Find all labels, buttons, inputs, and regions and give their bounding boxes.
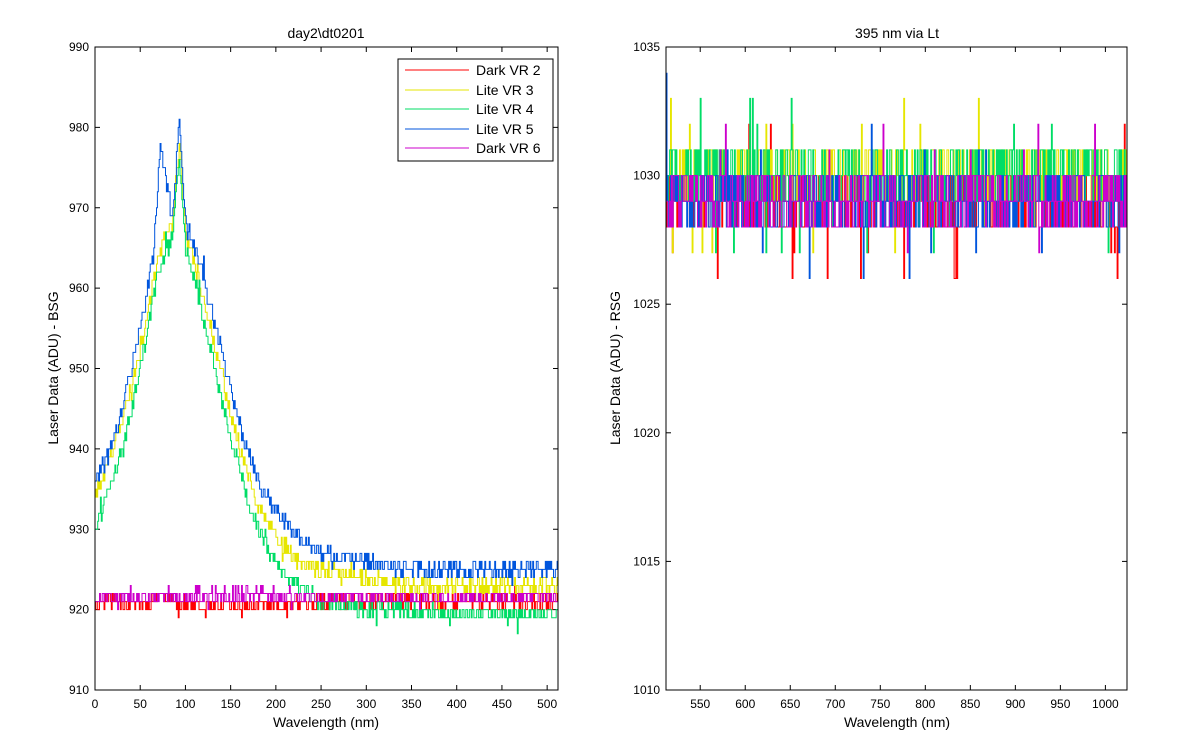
y-tick-label: 990 bbox=[69, 40, 89, 54]
chart-left-xlabel: Wavelength (nm) bbox=[273, 714, 379, 730]
y-tick-label: 1025 bbox=[633, 297, 660, 311]
series-line-lite-vr-5 bbox=[95, 118, 558, 586]
x-tick-label: 400 bbox=[447, 697, 467, 711]
legend-box bbox=[397, 58, 554, 162]
x-tick-label: 50 bbox=[134, 697, 148, 711]
x-tick-label: 950 bbox=[1050, 697, 1070, 711]
chart-left-legend: Dark VR 2 Lite VR 3 Lite VR 4 Lite VR 5 … bbox=[397, 58, 554, 162]
x-tick-label: 750 bbox=[870, 697, 890, 711]
legend-label-dark-vr-6: Dark VR 6 bbox=[476, 140, 541, 156]
x-tick-label: 700 bbox=[825, 697, 845, 711]
legend-label-lite-vr-4: Lite VR 4 bbox=[476, 101, 534, 117]
y-tick-label: 1010 bbox=[633, 683, 660, 697]
x-tick-label: 300 bbox=[356, 697, 376, 711]
series-line-dark-vr-6 bbox=[666, 123, 1127, 254]
x-tick-label: 600 bbox=[735, 697, 755, 711]
y-tick-label: 1035 bbox=[633, 40, 660, 54]
y-tick-label: 960 bbox=[69, 281, 89, 295]
y-tick-label: 910 bbox=[69, 683, 89, 697]
series-line-lite-vr-4 bbox=[95, 159, 558, 635]
x-tick-label: 850 bbox=[960, 697, 980, 711]
chart-left: day2\dt0201 Wavelength (nm) Laser Data (… bbox=[45, 25, 559, 730]
chart-right-plot bbox=[666, 72, 1127, 279]
x-tick-label: 100 bbox=[175, 697, 195, 711]
y-tick-label: 970 bbox=[69, 201, 89, 215]
x-tick-label: 900 bbox=[1005, 697, 1025, 711]
y-tick-label: 1020 bbox=[633, 426, 660, 440]
x-tick-label: 550 bbox=[690, 697, 710, 711]
chart-right-title: 395 nm via Lt bbox=[855, 25, 939, 41]
y-tick-label: 930 bbox=[69, 522, 89, 536]
chart-right-xlabel: Wavelength (nm) bbox=[844, 714, 950, 730]
legend-label-dark-vr-2: Dark VR 2 bbox=[476, 62, 541, 78]
y-tick-label: 1030 bbox=[633, 169, 660, 183]
x-tick-label: 1000 bbox=[1092, 697, 1119, 711]
chart-right: 395 nm via Lt Wavelength (nm) Laser Data… bbox=[607, 25, 1128, 730]
y-tick-label: 980 bbox=[69, 120, 89, 134]
x-tick-label: 450 bbox=[492, 697, 512, 711]
x-tick-label: 250 bbox=[311, 697, 331, 711]
x-tick-label: 200 bbox=[266, 697, 286, 711]
legend-label-lite-vr-5: Lite VR 5 bbox=[476, 121, 534, 137]
chart-right-axes-box bbox=[665, 46, 1128, 691]
y-tick-label: 950 bbox=[69, 362, 89, 376]
x-tick-label: 650 bbox=[780, 697, 800, 711]
chart-left-title: day2\dt0201 bbox=[287, 25, 364, 41]
legend-label-lite-vr-3: Lite VR 3 bbox=[476, 82, 534, 98]
chart-left-axes-box bbox=[94, 46, 559, 691]
chart-left-xticks: 0 50 100 150 200 250 300 350 400 450 500 bbox=[92, 47, 557, 711]
x-tick-label: 150 bbox=[221, 697, 241, 711]
chart-right-ylabel: Laser Data (ADU) - RSG bbox=[607, 291, 623, 445]
chart-right-yticks: 1010 1015 1020 1025 1030 1035 bbox=[633, 40, 1127, 697]
y-tick-label: 940 bbox=[69, 442, 89, 456]
x-tick-label: 500 bbox=[537, 697, 557, 711]
chart-left-plot bbox=[95, 118, 558, 635]
x-tick-label: 0 bbox=[92, 697, 99, 711]
series-line-dark-vr-6 bbox=[95, 585, 558, 611]
x-tick-label: 350 bbox=[401, 697, 421, 711]
y-tick-label: 920 bbox=[69, 603, 89, 617]
y-tick-label: 1015 bbox=[633, 554, 660, 568]
x-tick-label: 800 bbox=[915, 697, 935, 711]
chart-right-xticks: 550 600 650 700 750 800 850 900 950 1000 bbox=[690, 47, 1119, 711]
chart-left-ylabel: Laser Data (ADU) - BSG bbox=[45, 291, 61, 444]
